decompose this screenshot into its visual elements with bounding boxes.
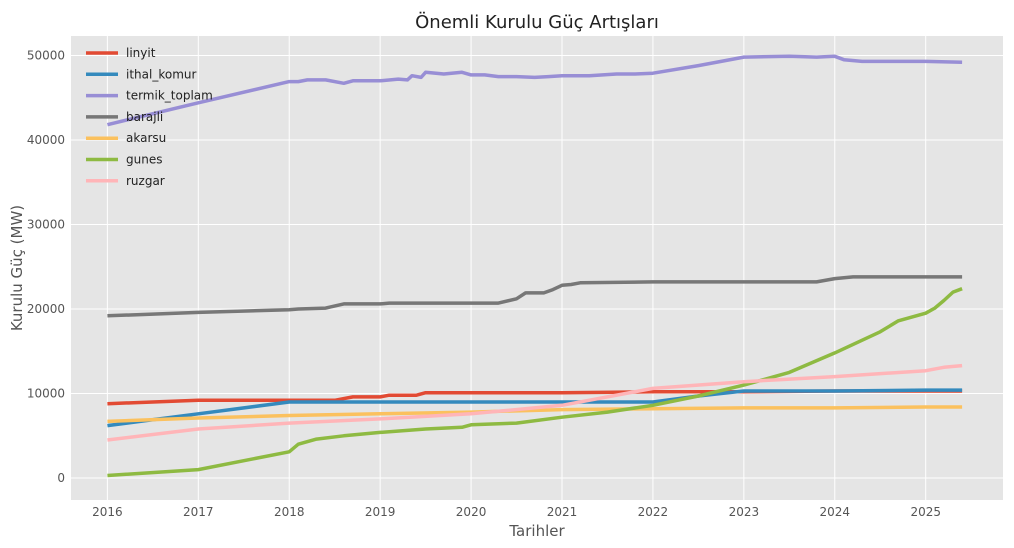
x-tick-label: 2025 xyxy=(910,505,941,519)
series-line-ithal-komur xyxy=(107,388,963,428)
plot-area xyxy=(71,36,1003,500)
series-line-gunes xyxy=(107,287,963,478)
x-tick-label: 2021 xyxy=(547,505,578,519)
x-tick-label: 2017 xyxy=(183,505,214,519)
chart-title: Önemli Kurulu Güç Artışları xyxy=(415,11,659,33)
legend-label-gunes: gunes xyxy=(126,153,162,167)
series-line-barajli xyxy=(107,275,963,318)
x-tick-label: 2018 xyxy=(274,505,305,519)
series-line-termik-toplam xyxy=(106,54,963,127)
y-axis-label: Kurulu Güç (MW) xyxy=(8,205,26,331)
legend-label-ruzgar: ruzgar xyxy=(126,174,165,188)
legend-label-akarsu: akarsu xyxy=(126,131,166,145)
y-tick-label: 40000 xyxy=(27,133,65,147)
x-tick-label: 2024 xyxy=(820,505,851,519)
legend-label-ithal-komur: ithal_komur xyxy=(126,67,196,81)
x-ticks: 2016 2017 2018 2019 2020 2021 2022 2023 2024 2025 xyxy=(92,505,941,519)
y-tick-label: 0 xyxy=(57,471,65,485)
x-axis-label: Tarihler xyxy=(508,522,565,540)
y-tick-label: 10000 xyxy=(27,387,65,401)
legend-label-linyit: linyit xyxy=(126,46,156,60)
x-tick-label: 2023 xyxy=(729,505,760,519)
series-line-ruzgar xyxy=(107,363,963,442)
x-tick-label: 2016 xyxy=(92,505,123,519)
grid xyxy=(71,36,1003,500)
x-tick-label: 2020 xyxy=(456,505,487,519)
y-ticks: 0 10000 20000 30000 40000 50000 xyxy=(27,48,65,485)
x-tick-label: 2019 xyxy=(365,505,396,519)
series-line-akarsu xyxy=(107,405,963,424)
y-tick-label: 50000 xyxy=(27,48,65,62)
series-group xyxy=(106,54,963,478)
y-tick-label: 20000 xyxy=(27,302,65,316)
x-tick-label: 2022 xyxy=(638,505,669,519)
legend-label-termik-toplam: termik_toplam xyxy=(126,89,213,103)
y-tick-label: 30000 xyxy=(27,217,65,231)
legend-label-barajli: barajli xyxy=(126,110,163,124)
